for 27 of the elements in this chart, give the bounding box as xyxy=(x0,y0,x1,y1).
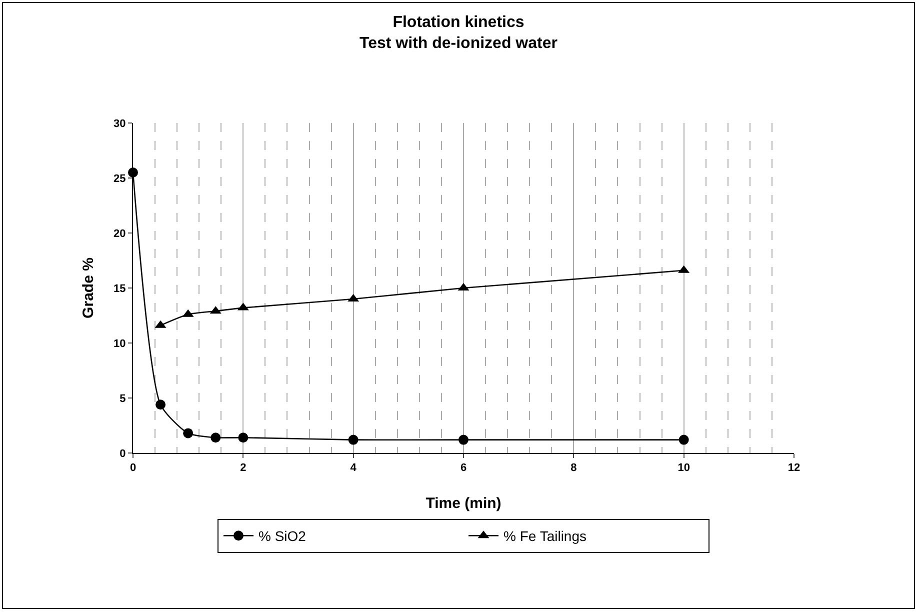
point xyxy=(238,432,248,443)
y-tick-label: 5 xyxy=(120,392,126,405)
x-tick-label: 6 xyxy=(460,462,467,474)
y-tick-label: 0 xyxy=(120,448,126,460)
point xyxy=(156,400,166,410)
point xyxy=(210,432,221,443)
point xyxy=(458,434,468,445)
y-tick-label: 20 xyxy=(114,228,126,240)
y-tick-label: 25 xyxy=(114,172,126,185)
legend-label: % Fe Tailings xyxy=(504,528,587,544)
chart-subtitle: Test with de-ionized water xyxy=(360,35,558,52)
x-tick-label: 8 xyxy=(570,462,577,474)
x-axis-title: Time (min) xyxy=(426,495,502,512)
x-tick-label: 4 xyxy=(350,462,358,474)
x-tick-label: 10 xyxy=(678,462,690,474)
y-tick-label: 30 xyxy=(114,118,126,130)
point xyxy=(348,434,358,445)
y-axis-title: Grade % xyxy=(80,258,97,318)
y-tick-label: 10 xyxy=(114,338,126,350)
y-tick-label: 15 xyxy=(114,282,126,295)
point xyxy=(183,428,194,438)
legend-label: % SiO2 xyxy=(258,528,306,544)
point xyxy=(678,434,689,445)
chart-title: Flotation kinetics xyxy=(392,14,524,32)
x-tick-label: 12 xyxy=(788,462,800,474)
x-tick-label: 0 xyxy=(130,462,136,474)
x-tick-label: 2 xyxy=(240,462,246,474)
